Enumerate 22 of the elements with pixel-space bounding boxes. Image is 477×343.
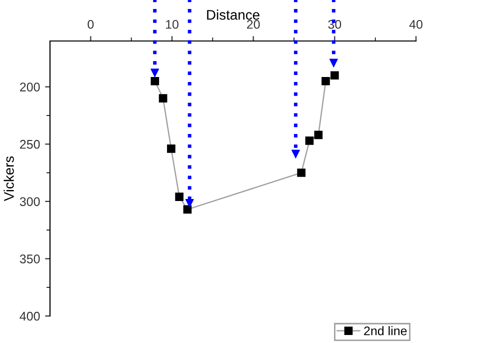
legend-label: 2nd line xyxy=(364,326,407,336)
x-axis-title: Distance xyxy=(207,10,260,20)
point xyxy=(314,130,323,140)
y-tick-label: 400 xyxy=(20,312,40,321)
point xyxy=(158,94,168,102)
point xyxy=(150,76,160,86)
y-tick-label: 200 xyxy=(20,82,40,92)
point xyxy=(330,71,339,80)
y-tick-label: 350 xyxy=(20,254,40,264)
x-tick-label: 40 xyxy=(409,20,422,29)
point xyxy=(305,136,314,145)
y-tick-label: 300 xyxy=(20,197,40,206)
x-tick-label: 20 xyxy=(247,20,260,29)
point xyxy=(175,192,184,201)
point xyxy=(322,76,330,86)
point xyxy=(167,144,176,153)
y-axis-title: Vickers xyxy=(4,156,14,202)
x-tick-label: 10 xyxy=(166,20,178,29)
y-tick-label: 250 xyxy=(20,140,40,149)
x-tick-label: 0 xyxy=(88,20,94,29)
point xyxy=(183,205,192,214)
point xyxy=(297,168,306,177)
